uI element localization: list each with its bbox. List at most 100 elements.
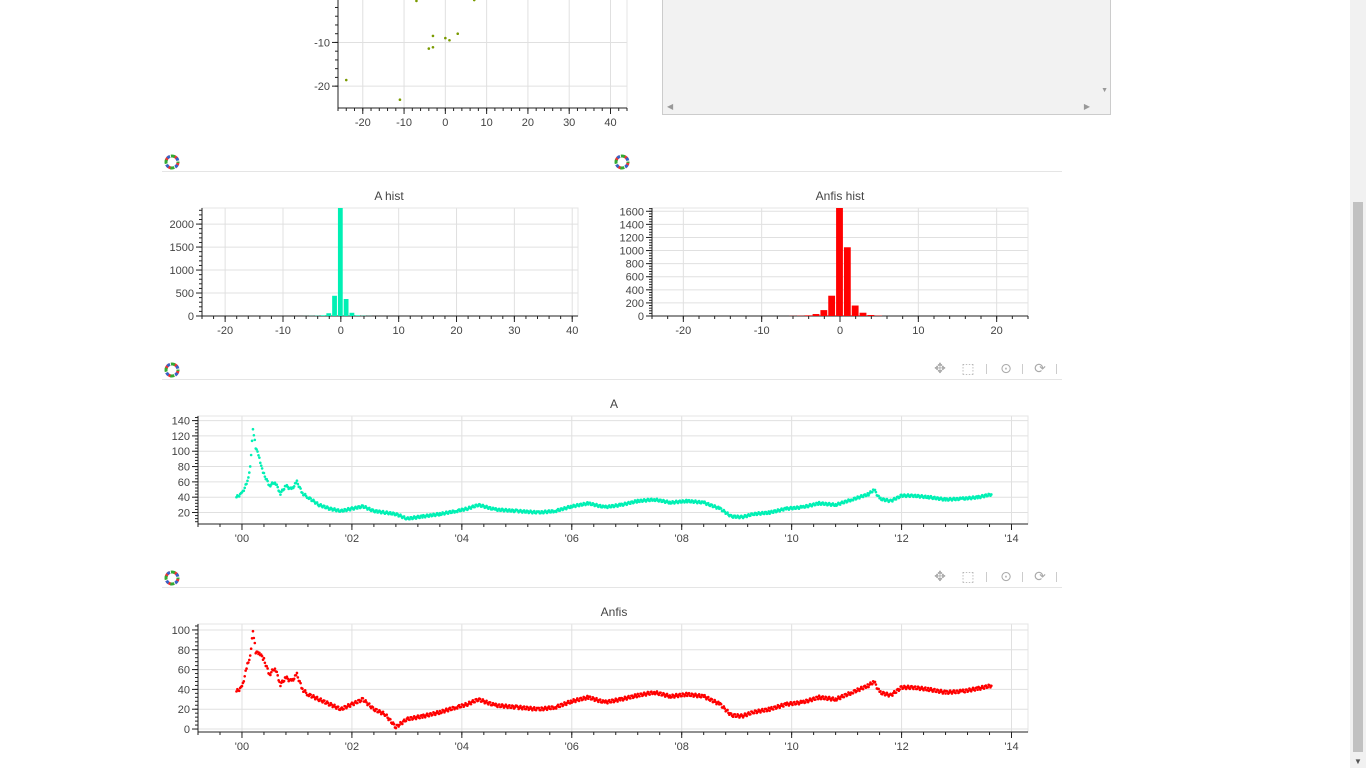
pan-tool-icon[interactable]: ✥ [934,567,946,584]
series-point [922,688,925,692]
series-point [487,703,490,706]
scroll-down-arrow[interactable]: ▼ [1354,757,1362,766]
y-tick-label: 400 [626,285,644,297]
pan-tool-icon[interactable]: ✥ [934,359,946,376]
y-tick-label: 600 [626,272,644,284]
y-tick-label: -20 [314,81,330,93]
box-zoom-tool-icon[interactable]: ⬚ [961,359,975,376]
scatter-point [448,38,451,42]
series-point [650,690,653,694]
series-point [389,717,392,721]
histogram-bar [332,295,337,316]
series-point [534,708,538,712]
textarea-hscroll-right[interactable]: ▶ [1083,102,1090,111]
series-point [851,691,855,695]
series-point [275,670,279,674]
histogram-bar [859,312,867,316]
series-point [833,699,836,702]
series-point [597,700,600,704]
series-point [665,692,669,696]
series-point [273,667,277,670]
bokeh-logo-icon[interactable] [164,570,180,586]
series-point [333,703,336,707]
bokeh-logo-icon[interactable] [164,154,180,170]
series-point [967,689,970,693]
series-point [375,509,378,512]
toolbar-divider [162,379,1062,380]
line-chart-anfis: '00 '02 '04 '06 '08 '10 '12 '14 0 20 40 60 80 100 [172,623,1029,753]
scatter-point [444,36,447,40]
series-point [640,692,643,695]
series-point [874,490,878,494]
wheel-zoom-tool-icon[interactable]: ⊙ [1000,567,1012,584]
x-tick-label: 30 [508,325,520,337]
bokeh-logo-icon[interactable] [164,362,180,378]
series-point [659,498,662,502]
series-point [406,716,410,719]
series-point [537,706,541,710]
series-point [723,707,727,710]
series-point [265,664,269,668]
histogram-bar [851,305,859,316]
series-point [874,683,878,686]
box-zoom-tool-icon[interactable]: ⬚ [961,567,975,584]
x-tick-label: '00 [235,533,249,545]
series-point [772,511,775,514]
bokeh-logo-icon[interactable] [614,154,630,170]
series-point [473,505,476,509]
reset-tool-icon[interactable]: ⟳ [1034,359,1046,376]
series-point [825,696,828,699]
series-point [448,706,452,710]
series-point [558,705,562,709]
series-point [935,690,938,694]
series-point [735,715,738,718]
histogram-bar [337,208,343,316]
series-point [545,708,549,712]
series-point [861,495,865,499]
series-point [710,503,714,507]
x-tick-label: '08 [675,533,689,545]
series-point [866,492,869,495]
wheel-zoom-tool-icon[interactable]: ⊙ [1000,359,1012,376]
chart-title: Anfis hist [815,189,865,203]
series-point [313,500,316,503]
x-tick-label: 40 [566,325,578,337]
y-tick-label: 60 [178,477,190,489]
histogram-bar [836,208,843,316]
series-point [810,699,814,703]
series-point [846,693,849,697]
series-point [418,716,421,720]
series-point [431,713,434,717]
series-point [571,700,574,703]
series-point [861,687,865,691]
plot-frame [337,0,628,109]
y-tick-label: 1600 [620,206,644,218]
series-point [418,516,421,520]
text-output-area[interactable]: ▼ ◀ ▶ [662,0,1111,115]
series-point [285,675,289,678]
y-tick-label: 80 [178,462,190,474]
series-point [478,503,482,506]
series-point [279,684,282,688]
series-point [706,501,710,505]
reset-tool-icon[interactable]: ⟳ [1034,567,1046,584]
series-point [292,677,296,681]
y-tick-label: 20 [178,508,190,520]
series-point [304,691,308,695]
textarea-hscroll-left[interactable]: ◀ [667,102,674,111]
x-tick-label: 30 [563,117,575,129]
series-point [749,514,752,517]
series-point [931,690,935,693]
series-point [778,706,782,710]
series-point [303,492,307,496]
series-point [286,485,290,489]
series-point [817,694,821,698]
series-point [609,700,613,704]
series-point [676,695,680,699]
series-point [494,702,498,706]
textarea-vscroll-arrow[interactable]: ▼ [1101,87,1108,94]
y-tick-label: 0 [184,724,190,736]
histogram-bar [349,312,355,316]
page-scrollbar-thumb[interactable] [1353,202,1363,752]
series-point [485,699,488,703]
